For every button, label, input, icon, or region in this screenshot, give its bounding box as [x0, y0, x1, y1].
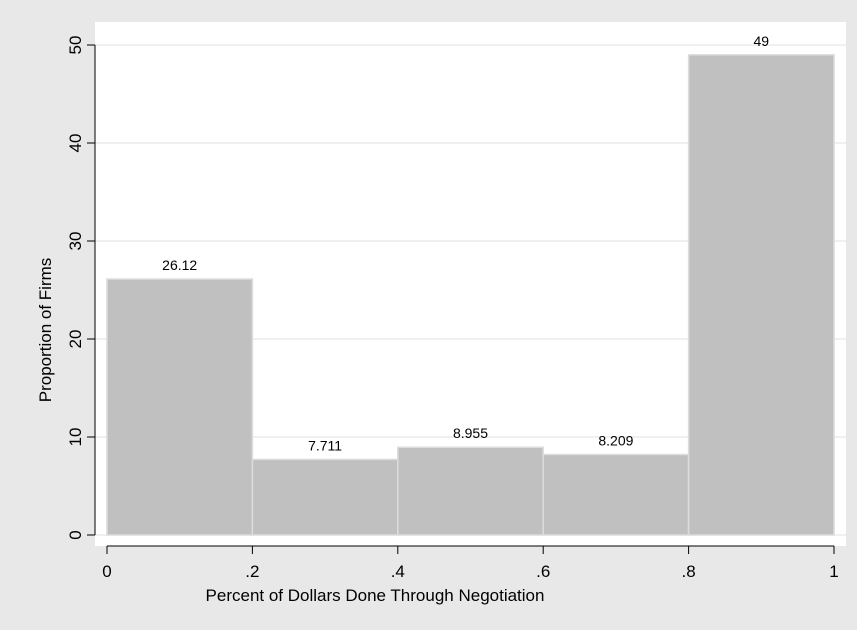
x-tick-label-1: .2 — [245, 562, 259, 581]
y-tick-label-3: 30 — [66, 232, 85, 251]
x-tick-label-2: .4 — [391, 562, 405, 581]
x-tick-label-0: 0 — [102, 562, 111, 581]
y-tick-label-2: 20 — [66, 330, 85, 349]
x-tick-label-5: 1 — [829, 562, 838, 581]
bar-value-label-0: 26.12 — [162, 257, 197, 273]
bar-value-label-4: 49 — [754, 33, 770, 49]
y-tick-label-5: 50 — [66, 36, 85, 55]
y-axis: 0 10 20 30 40 50 — [66, 36, 96, 540]
bar-2 — [397, 446, 544, 536]
bar-1 — [251, 458, 399, 536]
x-tick-label-4: .8 — [682, 562, 696, 581]
bar-value-label-2: 8.955 — [453, 425, 488, 441]
y-tick-label-1: 10 — [66, 428, 85, 447]
y-tick-label-4: 40 — [66, 134, 85, 153]
bar-3 — [542, 453, 690, 536]
bars — [106, 54, 835, 536]
bar-0 — [106, 278, 254, 536]
x-axis: 0 .2 .4 .6 .8 1 — [102, 545, 839, 581]
bar-value-label-3: 8.209 — [598, 433, 633, 449]
bar-labels: 26.12 7.711 8.955 8.209 49 — [162, 33, 769, 454]
bar-value-label-1: 7.711 — [308, 437, 342, 453]
y-axis-title: Proportion of Firms — [36, 258, 55, 403]
x-axis-title: Percent of Dollars Done Through Negotiat… — [206, 586, 545, 605]
x-tick-label-3: .6 — [536, 562, 550, 581]
y-tick-label-0: 0 — [66, 530, 85, 539]
bar-4 — [687, 54, 835, 536]
